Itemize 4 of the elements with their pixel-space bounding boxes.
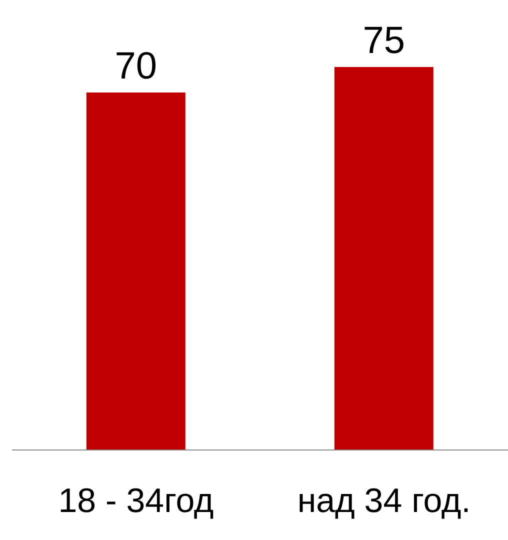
x-tick-label: 18 - 34год: [58, 482, 214, 520]
data-label: 70: [114, 46, 158, 88]
data-label: 75: [362, 20, 406, 62]
x-tick-label: над 34 год.: [297, 482, 471, 520]
